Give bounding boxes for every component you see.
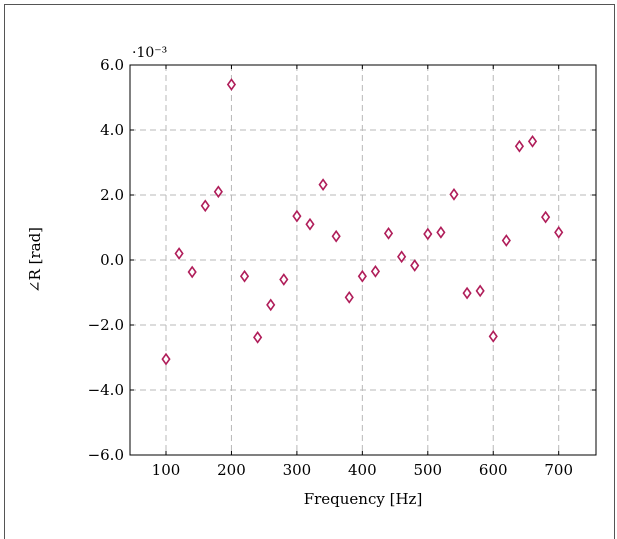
data-point — [266, 298, 276, 312]
x-tick-label: 700 — [544, 461, 573, 479]
data-point — [541, 210, 551, 224]
grid — [130, 65, 596, 455]
y-scale-factor-label: ·10⁻³ — [132, 45, 167, 61]
data-point — [410, 259, 420, 272]
data-point — [331, 229, 341, 243]
x-tick-label: 100 — [152, 461, 181, 479]
data-point — [449, 187, 459, 201]
data-point — [357, 269, 367, 283]
data-markers — [161, 78, 564, 366]
data-point — [423, 227, 433, 241]
data-point — [161, 352, 171, 366]
y-tick-label: 4.0 — [100, 121, 124, 139]
axis-ticks: 100 200 300 400 500 600 700 −6.0 −4.0 −2.0 0.0 2.0 4… — [88, 56, 596, 479]
figure-frame — [4, 4, 615, 539]
data-point — [475, 284, 485, 298]
data-point — [370, 265, 381, 278]
data-point — [305, 217, 315, 231]
data-point — [514, 139, 525, 153]
data-point — [239, 269, 250, 283]
data-point — [213, 185, 223, 199]
data-point — [462, 286, 472, 300]
data-point — [501, 234, 511, 247]
y-tick-label: 6.0 — [100, 56, 124, 74]
y-axis-label: ∠R [rad] — [26, 227, 44, 293]
x-tick-label: 600 — [479, 461, 508, 479]
data-point — [279, 273, 289, 286]
data-point — [554, 226, 564, 239]
y-tick-label: −6.0 — [88, 446, 124, 464]
data-point — [253, 330, 263, 344]
data-point — [226, 78, 237, 91]
x-axis-label: Frequency [Hz] — [304, 490, 423, 508]
data-point — [187, 265, 197, 279]
data-point — [200, 199, 210, 213]
data-point — [292, 209, 302, 223]
data-point — [436, 226, 446, 239]
data-point — [488, 330, 498, 343]
data-point — [318, 178, 328, 191]
x-tick-label: 200 — [217, 461, 246, 479]
x-tick-label: 400 — [348, 461, 377, 479]
data-point — [397, 250, 407, 264]
x-tick-label: 500 — [413, 461, 442, 479]
data-point — [174, 247, 184, 260]
y-tick-label: 2.0 — [100, 186, 124, 204]
y-tick-label: 0.0 — [100, 251, 124, 269]
y-tick-label: −2.0 — [88, 316, 124, 334]
data-point — [344, 291, 354, 304]
data-point — [527, 135, 538, 148]
data-point — [383, 226, 394, 240]
y-tick-label: −4.0 — [88, 381, 124, 399]
x-tick-label: 300 — [283, 461, 312, 479]
